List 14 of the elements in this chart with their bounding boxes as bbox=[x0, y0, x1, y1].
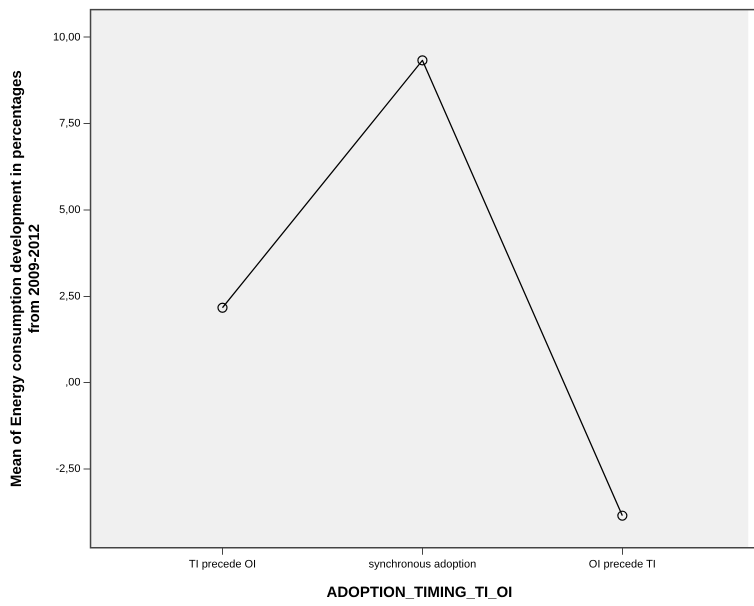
x-tick-label: OI precede TI bbox=[588, 558, 656, 570]
y-tick-label: -2,50 bbox=[55, 463, 81, 476]
x-axis-title: ADOPTION_TIMING_TI_OI bbox=[326, 584, 512, 602]
y-tick-label: 2,50 bbox=[59, 290, 81, 302]
x-tick-label: synchronous adoption bbox=[368, 558, 476, 570]
y-tick-label: 5,00 bbox=[59, 204, 81, 216]
point bbox=[617, 510, 628, 521]
y-tick-label: ,00 bbox=[65, 376, 81, 389]
point bbox=[217, 302, 228, 313]
y-tick-label: 10,00 bbox=[52, 31, 81, 44]
point bbox=[417, 55, 428, 66]
x-tick-label: TI precede OI bbox=[188, 558, 256, 570]
y-tick-label: 7,50 bbox=[59, 118, 81, 130]
y-axis-title: Mean of Energy consumption development in percentages from 2009-2012 bbox=[8, 70, 44, 488]
